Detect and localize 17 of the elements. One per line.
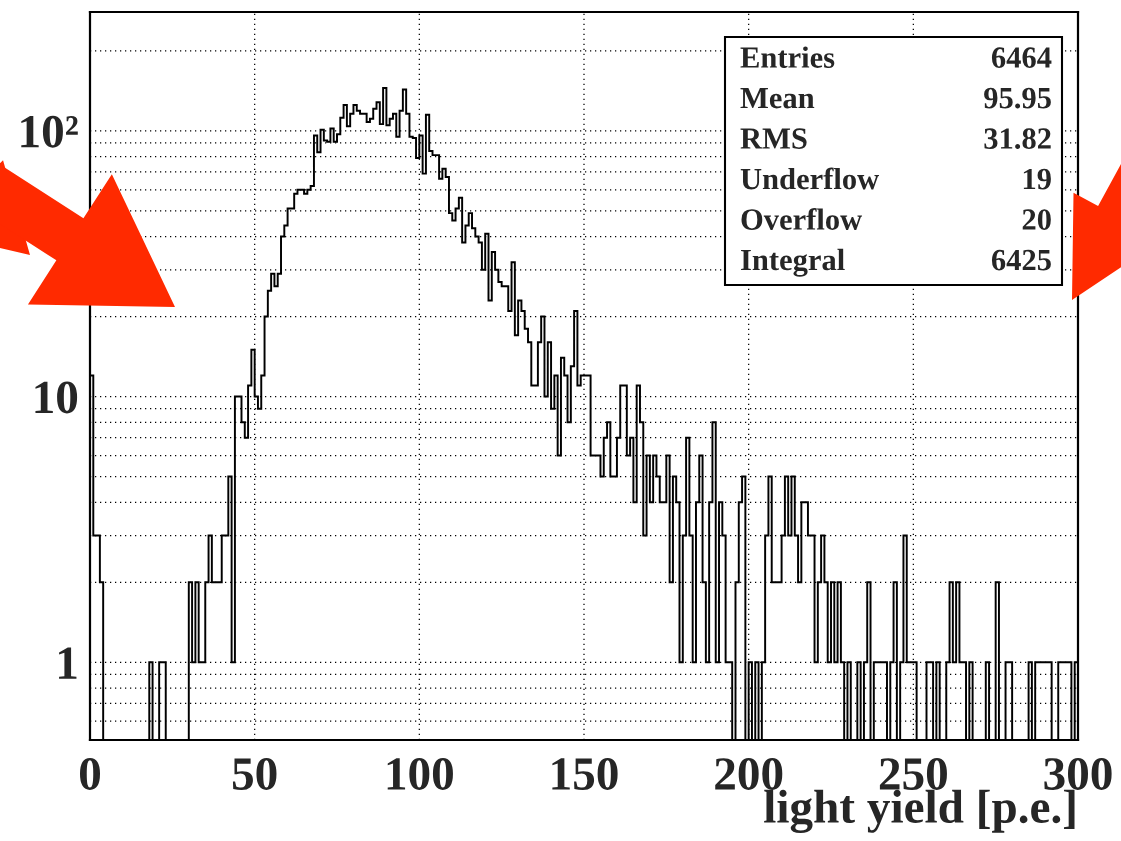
text: Entries 6464	[740, 46, 1052, 68]
text: Mean 95.95	[740, 87, 1051, 109]
text: Overflow 20	[741, 208, 1051, 230]
x-axis-title: light yield [p.e.]	[764, 789, 1075, 833]
x-tick-label: 200	[715, 758, 783, 790]
x-tick-label: 300	[1044, 758, 1112, 790]
text: Underflow 19	[740, 167, 1051, 190]
text: Integral 6425	[741, 248, 1051, 277]
x-tick-label: 100	[387, 758, 453, 790]
text: RMS 31.82	[740, 128, 1051, 150]
x-tick-label: 250	[879, 758, 947, 790]
x-tick-label: 50	[232, 758, 277, 790]
y-tick-label: 10²	[21, 115, 78, 148]
x-tick-label: 0	[79, 758, 101, 790]
y-tick-label: 1	[59, 647, 77, 679]
y-tick-label: 10	[35, 381, 78, 414]
x-tick-label: 150	[552, 758, 618, 790]
